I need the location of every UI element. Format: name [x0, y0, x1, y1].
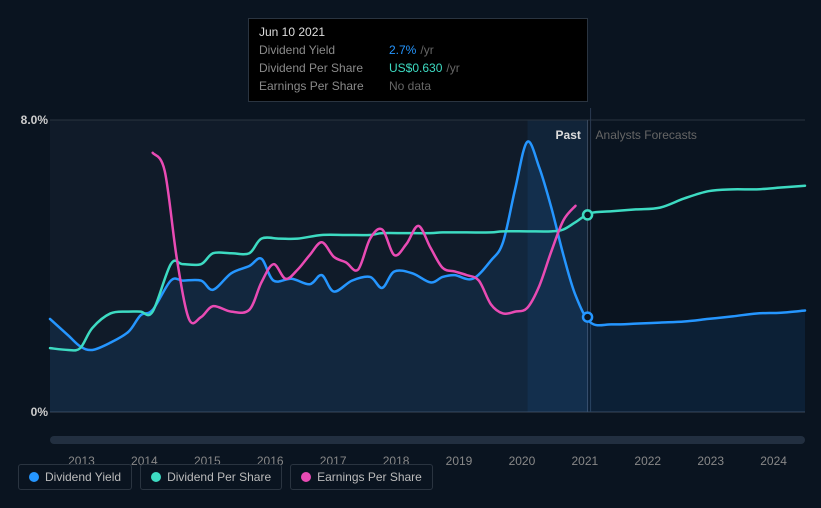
y-axis-tick: 8.0% [21, 113, 48, 127]
x-axis-tick: 2023 [679, 454, 742, 468]
x-axis-tick: 2022 [616, 454, 679, 468]
y-axis-tick: 0% [31, 405, 48, 419]
tooltip-row-label: Dividend Yield [259, 43, 389, 57]
chart-legend: Dividend Yield Dividend Per Share Earnings… [18, 464, 433, 490]
forecast-label: Analysts Forecasts [596, 128, 697, 142]
tooltip-row-value: US$0.630 [389, 61, 442, 75]
legend-dot-icon [29, 472, 39, 482]
chart-tooltip: Jun 10 2021 Dividend Yield2.7%/yrDividen… [248, 18, 588, 102]
legend-item-dividend-per-share[interactable]: Dividend Per Share [140, 464, 282, 490]
dividend-chart[interactable]: 2013201420152016201720182019202020212022… [0, 108, 821, 448]
tooltip-row-value: No data [389, 79, 431, 93]
legend-dot-icon [151, 472, 161, 482]
tooltip-date: Jun 10 2021 [259, 25, 577, 39]
legend-item-dividend-yield[interactable]: Dividend Yield [18, 464, 132, 490]
chart-svg [0, 108, 821, 448]
tooltip-row-label: Dividend Per Share [259, 61, 389, 75]
x-axis-tick: 2020 [490, 454, 553, 468]
tooltip-row-unit: /yr [446, 61, 459, 75]
legend-item-label: Dividend Yield [45, 470, 121, 484]
x-axis-tick: 2019 [428, 454, 491, 468]
tooltip-row: Earnings Per ShareNo data [259, 77, 577, 95]
tooltip-row-value: 2.7% [389, 43, 416, 57]
tooltip-row-unit: /yr [420, 43, 433, 57]
tooltip-row: Dividend Per ShareUS$0.630/yr [259, 59, 577, 77]
legend-item-earnings-per-share[interactable]: Earnings Per Share [290, 464, 433, 490]
legend-item-label: Earnings Per Share [317, 470, 422, 484]
x-axis-tick: 2024 [742, 454, 805, 468]
past-label: Past [556, 128, 581, 142]
x-axis-tick: 2021 [553, 454, 616, 468]
legend-item-label: Dividend Per Share [167, 470, 271, 484]
legend-dot-icon [301, 472, 311, 482]
tooltip-row: Dividend Yield2.7% /yr [259, 41, 577, 59]
tooltip-row-label: Earnings Per Share [259, 79, 389, 93]
